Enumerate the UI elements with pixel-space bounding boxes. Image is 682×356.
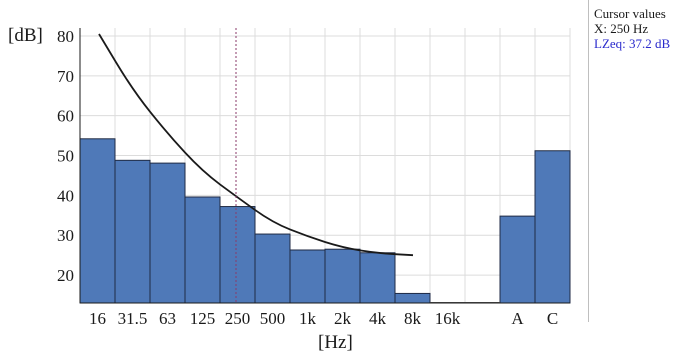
x-tick-label: 2k: [334, 309, 352, 328]
y-tick-labels: 20 30 40 50 60 70 80: [57, 27, 74, 285]
x-tick-label: 16k: [435, 309, 461, 328]
bars: [79, 138, 571, 304]
x-tick-label: 500: [260, 309, 286, 328]
x-tick-label: 16: [89, 309, 106, 328]
axes: [79, 28, 570, 304]
y-tick-label: 40: [57, 186, 74, 205]
y-axis-title: [dB]: [8, 25, 43, 46]
reference-curve-line: [98, 33, 414, 257]
x-tick-label: 31.5: [118, 309, 148, 328]
cursor-lzeq-value: LZeq: 37.2 dB: [594, 36, 671, 51]
y-tick-label: 70: [57, 67, 74, 86]
y-tick-label: 60: [57, 107, 74, 126]
x-tick-label: 1k: [299, 309, 317, 328]
y-tick-label: 50: [57, 147, 74, 166]
x-tick-label: A: [511, 309, 524, 328]
bar-63: [149, 162, 186, 304]
x-tick-label: 250: [225, 309, 251, 328]
x-tick-label: 4k: [369, 309, 387, 328]
y-tick-label: 30: [57, 226, 74, 245]
cursor-values-panel: Cursor values X: 250 Hz LZeq: 37.2 dB: [594, 6, 680, 51]
bar-500: [254, 233, 291, 304]
bar-250: [219, 206, 256, 304]
bar-A: [499, 215, 536, 304]
x-tick-label: C: [547, 309, 558, 328]
bar-8k: [394, 292, 431, 304]
cursor-values-title: Cursor values: [594, 6, 666, 21]
bar-31.5: [114, 159, 151, 304]
x-tick-label: 125: [190, 309, 216, 328]
bar-1k: [289, 249, 326, 304]
bar-16: [79, 138, 116, 304]
cursor-x-value: X: 250 Hz: [594, 21, 649, 36]
bar-4k: [359, 252, 396, 304]
y-tick-label: 80: [57, 27, 74, 46]
bar-C: [534, 150, 571, 304]
x-axis-title: [Hz]: [318, 332, 353, 353]
bar-125: [184, 196, 221, 304]
y-tick-label: 20: [57, 266, 74, 285]
x-tick-label: 63: [159, 309, 176, 328]
bar-2k: [324, 248, 361, 304]
x-tick-labels: 16 31.5 63 125 250 500 1k 2k 4k 8k 16k A C: [89, 309, 558, 328]
reference-curve: [98, 33, 414, 257]
x-tick-label: 8k: [404, 309, 422, 328]
cursor-panel-divider: [588, 0, 589, 322]
